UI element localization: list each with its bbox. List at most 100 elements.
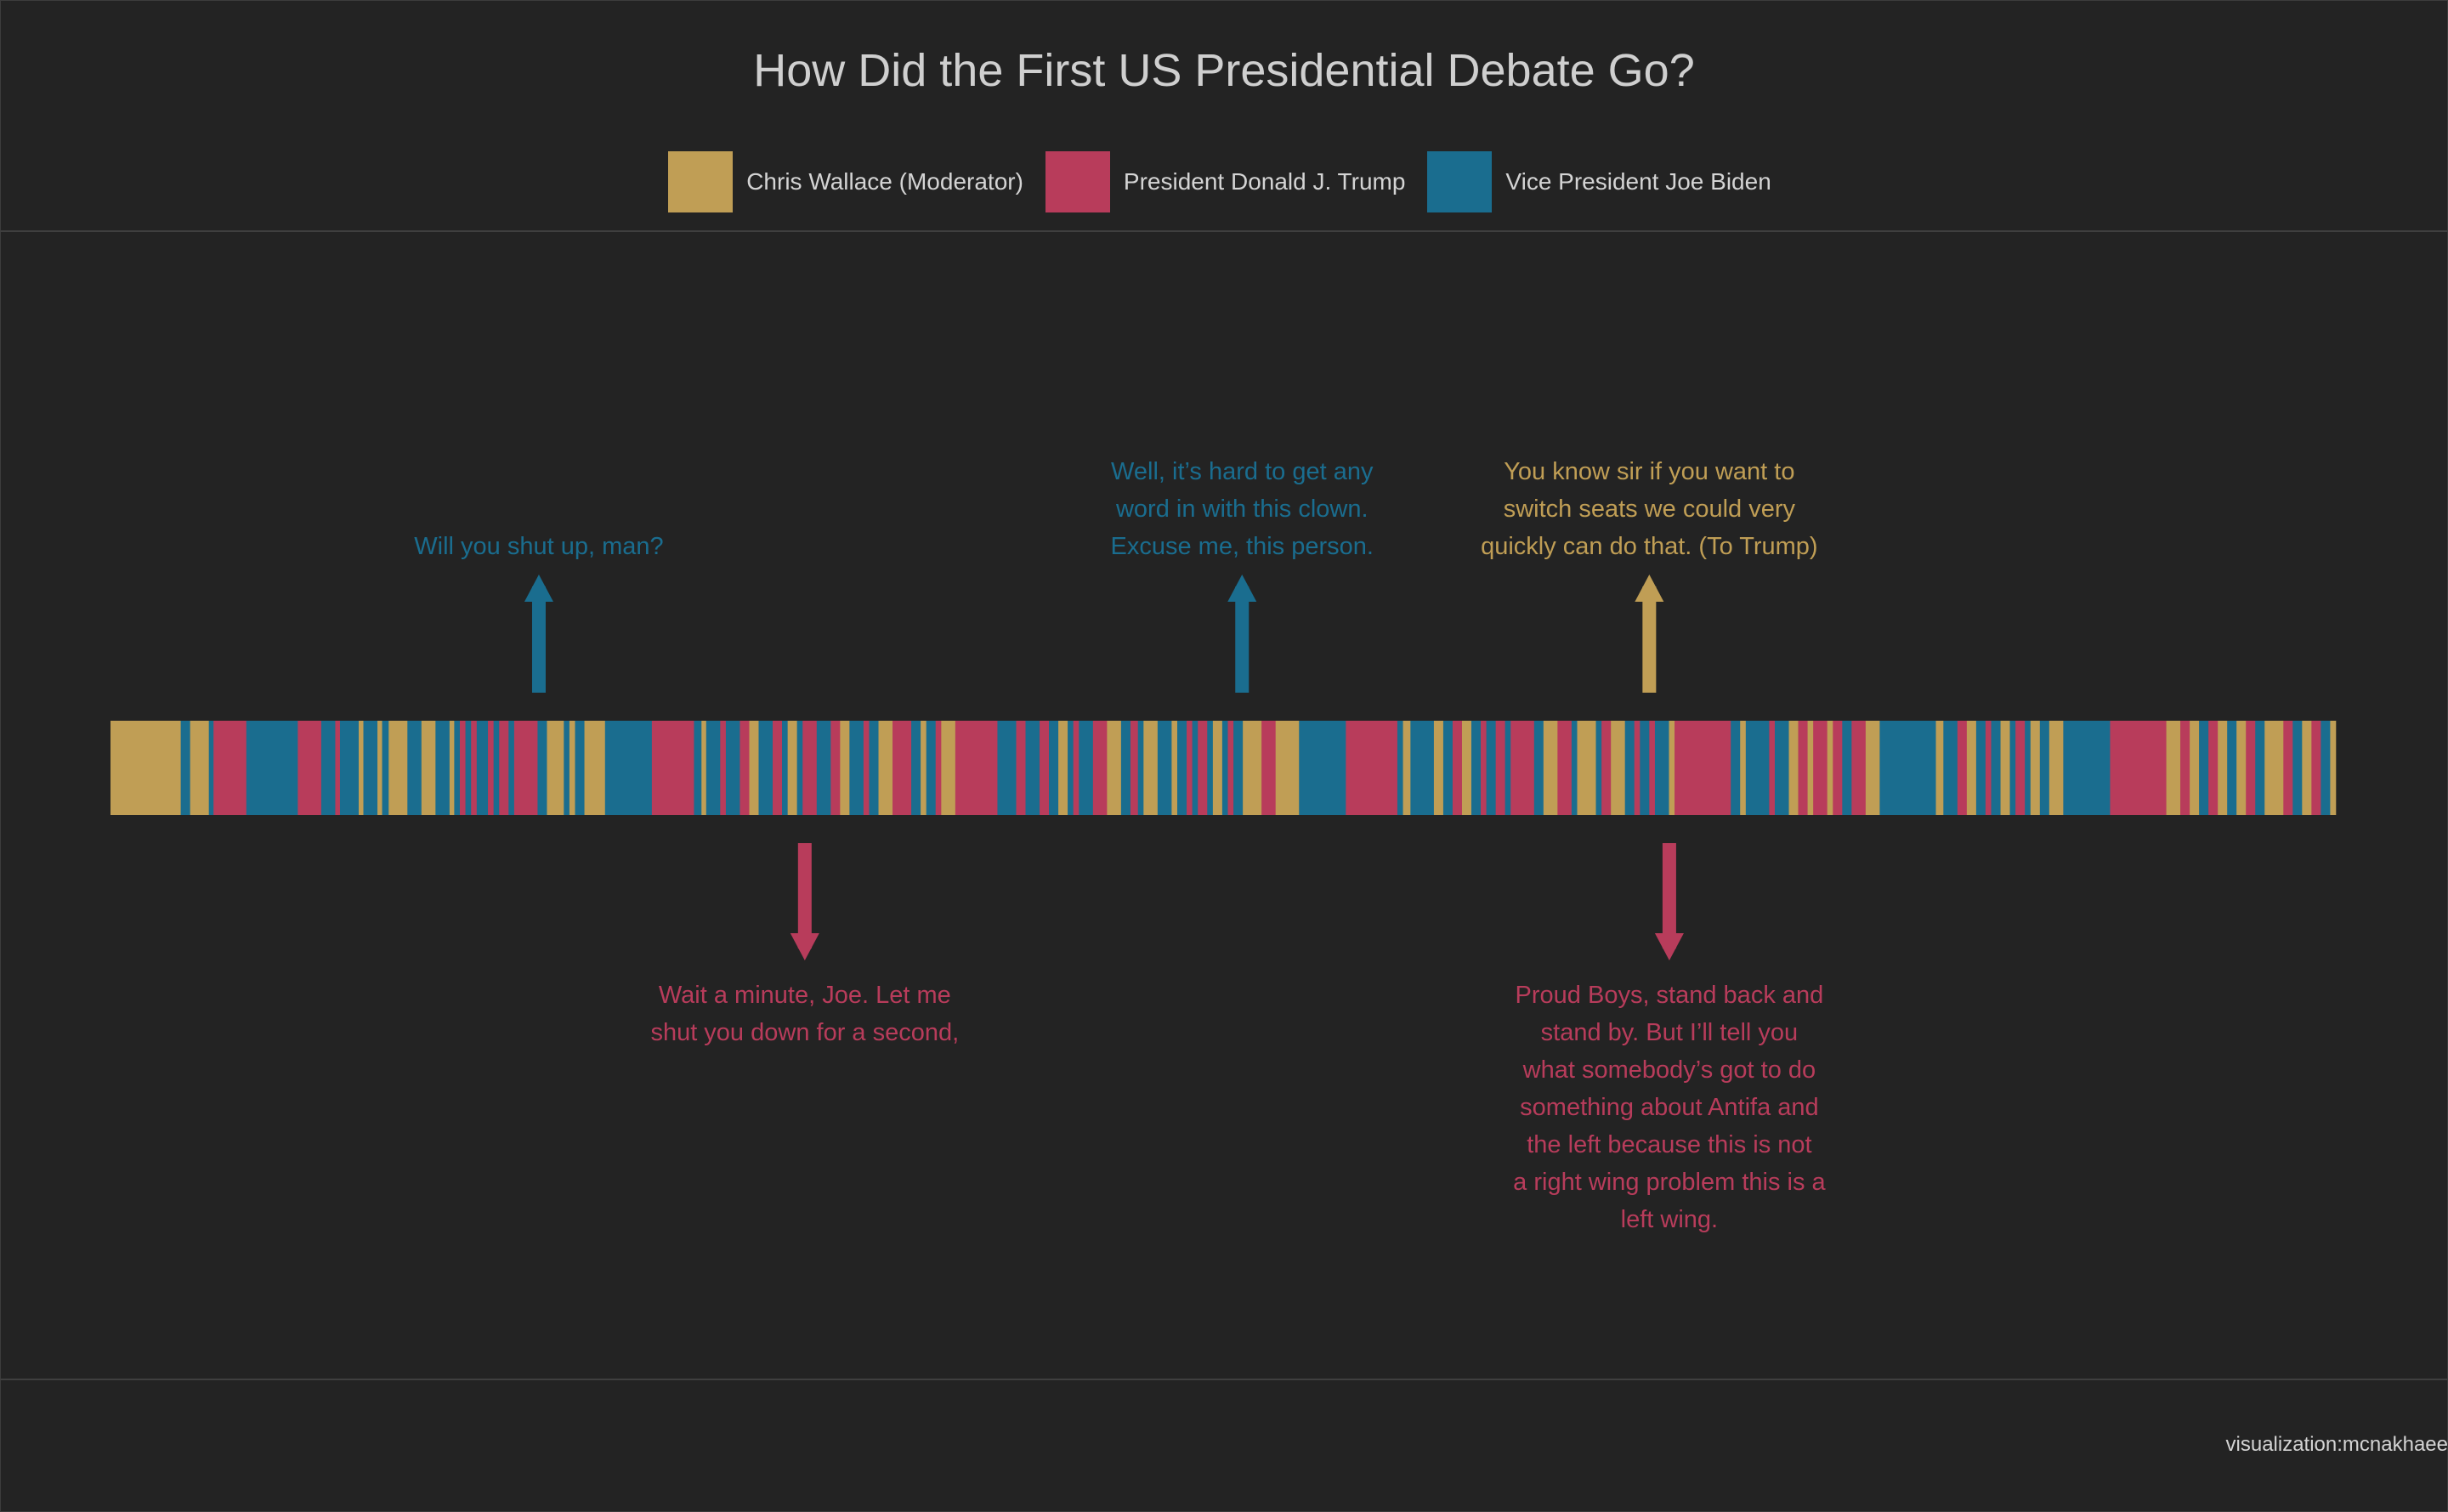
segment-trump xyxy=(1187,721,1193,815)
segment-wallace xyxy=(1807,721,1814,815)
annotation-quote-line: something about Antifa and xyxy=(1520,1094,1818,1121)
segment-trump xyxy=(1510,721,1535,815)
annotation-quote-line: Proud Boys, stand back and xyxy=(1516,982,1824,1009)
segment-wallace xyxy=(1611,721,1625,815)
segment-biden xyxy=(1486,721,1496,815)
segment-biden xyxy=(1177,721,1187,815)
segment-biden xyxy=(208,721,214,815)
arrow-shaft xyxy=(531,586,546,693)
segment-trump xyxy=(1557,721,1572,815)
segment-biden xyxy=(1397,721,1403,815)
segment-biden xyxy=(1654,721,1669,815)
segment-biden xyxy=(1442,721,1454,815)
legend-item-biden: Vice President Joe Biden xyxy=(1427,151,1779,212)
legend-label-wallace: Chris Wallace (Moderator) xyxy=(746,168,1023,195)
segment-biden xyxy=(997,721,1017,815)
segment-trump xyxy=(499,721,509,815)
segment-wallace xyxy=(787,721,797,815)
segment-biden xyxy=(926,721,937,815)
annotation-quote-line: shut you down for a second, xyxy=(650,1019,959,1046)
legend-swatch-biden xyxy=(1427,151,1493,212)
legend-item-wallace: Chris Wallace (Moderator) xyxy=(668,151,1032,212)
arrow-shaft xyxy=(1235,586,1250,693)
segment-wallace xyxy=(1143,721,1159,815)
segment-wallace xyxy=(1788,721,1799,815)
segment-biden xyxy=(476,721,489,815)
segment-trump xyxy=(213,721,247,815)
annotation-quote-line: You know sir if you want to xyxy=(1504,458,1794,485)
segment-biden xyxy=(1049,721,1059,815)
segment-trump xyxy=(2246,721,2256,815)
segment-wallace xyxy=(840,721,850,815)
segment-wallace xyxy=(2264,721,2284,815)
segment-trump xyxy=(2208,721,2218,815)
segment-trump xyxy=(863,721,870,815)
segment-biden xyxy=(2009,721,2016,815)
segment-biden xyxy=(1233,721,1244,815)
annotation-5: Proud Boys, stand back and stand by. But … xyxy=(1513,843,1827,1233)
segment-trump xyxy=(298,721,322,815)
segment-biden xyxy=(1221,721,1228,815)
segment-biden xyxy=(1120,721,1131,815)
segment-biden xyxy=(2292,721,2303,815)
segment-wallace xyxy=(1935,721,1944,815)
segment-biden xyxy=(694,721,702,815)
legend-item-trump: President Donald J. Trump xyxy=(1045,151,1414,212)
segment-biden xyxy=(564,721,570,815)
segment-trump xyxy=(740,721,750,815)
segment-trump xyxy=(773,721,783,815)
segment-trump xyxy=(1016,721,1026,815)
segment-biden xyxy=(339,721,360,815)
annotation-quote-line: stand by. But I’ll tell you xyxy=(1541,1019,1799,1046)
segment-biden xyxy=(1299,721,1346,815)
arrow-shaft xyxy=(1662,843,1676,949)
segment-biden xyxy=(382,721,389,815)
segment-wallace xyxy=(921,721,927,815)
segment-biden xyxy=(465,721,472,815)
annotation-quote-line: Wait a minute, Joe. Let me xyxy=(659,982,951,1009)
segment-biden xyxy=(1025,721,1040,815)
annotation-quote-line: left wing. xyxy=(1621,1206,1718,1233)
segment-trump xyxy=(2283,721,2293,815)
segment-biden xyxy=(320,721,336,815)
arrow-shaft xyxy=(797,843,812,949)
annotation-quote-line: word in with this clown. xyxy=(1115,496,1368,523)
annotation-4: You know sir if you want to switch seats … xyxy=(1481,458,1818,693)
segment-trump xyxy=(892,721,912,815)
segment-trump xyxy=(1073,721,1080,815)
segment-trump xyxy=(488,721,494,815)
arrow-shaft xyxy=(1642,586,1657,693)
segment-trump xyxy=(2180,721,2190,815)
segment-trump xyxy=(1092,721,1108,815)
segment-wallace xyxy=(190,721,209,815)
segment-wallace xyxy=(377,721,382,815)
segment-biden xyxy=(1533,721,1544,815)
segment-trump xyxy=(1040,721,1050,815)
segment-trump xyxy=(335,721,341,815)
segment-biden xyxy=(869,721,879,815)
timeline-bar xyxy=(110,721,2337,815)
segment-wallace xyxy=(1827,721,1833,815)
legend-swatch-trump xyxy=(1045,151,1110,212)
segment-wallace xyxy=(1461,721,1472,815)
segment-biden xyxy=(2199,721,2209,815)
segment-biden xyxy=(782,721,788,815)
annotation-3: Well, it’s hard to get any word in with t… xyxy=(1111,458,1374,693)
segment-trump xyxy=(1813,721,1828,815)
segment-biden xyxy=(1745,721,1770,815)
chart-title: How Did the First US Presidential Debate… xyxy=(753,45,1695,96)
segment-biden xyxy=(604,721,653,815)
segment-biden xyxy=(1975,721,1986,815)
segment-wallace xyxy=(2048,721,2064,815)
segment-wallace xyxy=(878,721,893,815)
segment-trump xyxy=(1495,721,1505,815)
segment-biden xyxy=(407,721,422,815)
segment-biden xyxy=(180,721,190,815)
segment-wallace xyxy=(2218,721,2228,815)
segment-biden xyxy=(1470,721,1482,815)
segment-wallace xyxy=(449,721,455,815)
segment-trump xyxy=(471,721,478,815)
segment-wallace xyxy=(1171,721,1178,815)
annotation-quote-line: the left because this is not xyxy=(1527,1131,1811,1158)
